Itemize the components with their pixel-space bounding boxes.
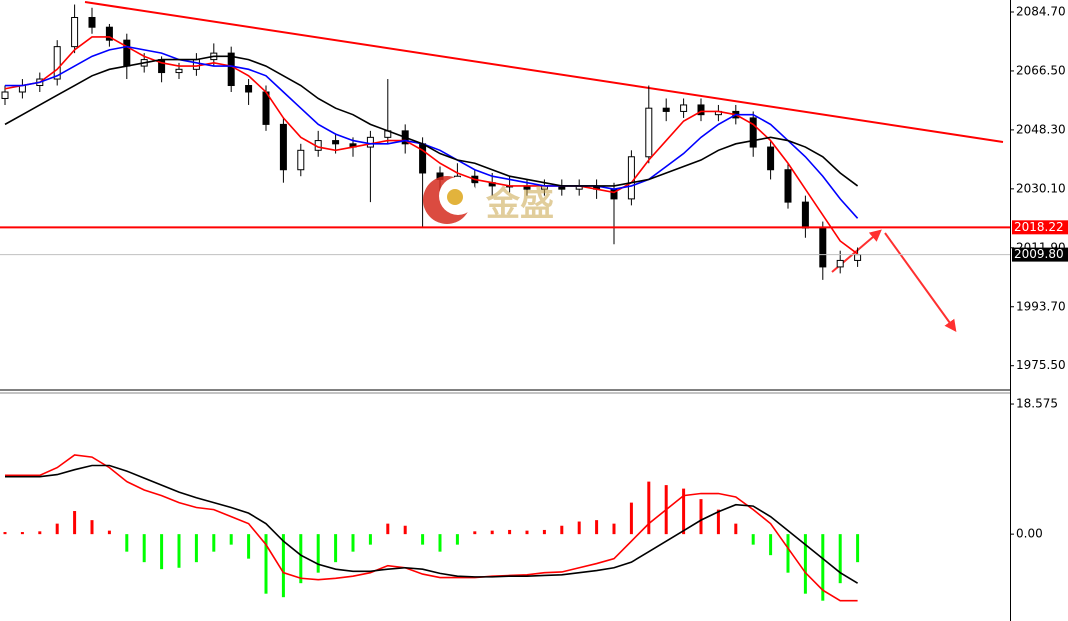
- histogram-bar: [629, 502, 633, 535]
- arrow: [884, 232, 957, 332]
- histogram-bar: [751, 534, 755, 545]
- candle-body: [854, 254, 862, 261]
- histogram-bar: [734, 523, 738, 535]
- line: [4, 36, 859, 255]
- trend-line: [84, 1, 1004, 143]
- histogram-bar: [438, 534, 442, 552]
- histogram-bar: [38, 531, 42, 535]
- histogram-bar: [177, 534, 181, 568]
- histogram-bar: [803, 534, 807, 594]
- histogram-bar: [647, 481, 651, 535]
- y-tick-label: 2048.30: [1016, 122, 1066, 136]
- candle-body: [262, 91, 270, 125]
- line: [5, 45, 859, 219]
- y-tick-label: 1993.70: [1016, 299, 1066, 313]
- candle-body: [175, 68, 183, 74]
- histogram-bar: [351, 534, 355, 552]
- histogram-bar: [699, 499, 703, 535]
- candle-body: [297, 149, 305, 171]
- histogram-bar: [316, 534, 320, 573]
- histogram-bar: [838, 534, 842, 584]
- histogram-bar: [264, 534, 268, 594]
- histogram-bar: [142, 534, 146, 563]
- line: [5, 454, 858, 602]
- price-label-box: [1012, 220, 1068, 235]
- histogram-bar: [247, 534, 251, 559]
- histogram-bar: [716, 509, 720, 535]
- histogram-bar: [194, 534, 198, 563]
- histogram-bar: [125, 534, 129, 552]
- candle-body: [419, 143, 427, 174]
- histogram-bar: [281, 534, 285, 598]
- histogram-bar: [525, 530, 529, 535]
- y-tick-label: 1975.50: [1016, 358, 1066, 372]
- histogram-bar: [229, 534, 233, 545]
- histogram-bar: [386, 523, 390, 535]
- candle-body: [88, 16, 96, 28]
- candle-body: [662, 107, 670, 112]
- y-tick-label: 0.00: [1016, 527, 1043, 541]
- histogram-bar: [73, 511, 77, 535]
- y-tick-label: 2030.10: [1016, 181, 1066, 195]
- candle-body: [836, 259, 844, 268]
- candle-body: [71, 16, 79, 48]
- histogram-bar: [20, 532, 24, 535]
- histogram-bar: [299, 534, 303, 584]
- histogram-bar: [856, 534, 860, 563]
- histogram-bar: [473, 531, 477, 535]
- price-label: 2018.22: [1014, 220, 1064, 234]
- histogram-bar: [682, 488, 686, 535]
- candle-body: [801, 201, 809, 229]
- price-label: 2009.80: [1014, 247, 1064, 261]
- histogram-bar: [107, 530, 111, 535]
- candle-body: [680, 104, 688, 112]
- histogram-bar: [368, 534, 372, 545]
- histogram-bar: [90, 520, 94, 535]
- histogram-bar: [334, 534, 338, 563]
- watermark: 金盛: [423, 176, 554, 225]
- line: [5, 464, 859, 584]
- candle-body: [123, 39, 131, 67]
- histogram-bar: [55, 523, 59, 535]
- candle-body: [366, 136, 374, 148]
- candle-body: [627, 156, 635, 200]
- histogram-bar: [455, 534, 459, 545]
- histogram-bar: [560, 525, 564, 535]
- candle-body: [819, 227, 827, 268]
- histogram-bar: [821, 534, 825, 601]
- price-label-box: [1012, 247, 1068, 262]
- histogram-bar: [421, 534, 425, 545]
- histogram-bar: [786, 534, 790, 573]
- histogram-bar: [508, 529, 512, 535]
- histogram-bar: [490, 530, 494, 535]
- candle-body: [784, 169, 792, 203]
- line: [4, 55, 859, 187]
- candle-body: [105, 26, 113, 41]
- histogram-bar: [595, 520, 599, 535]
- candle-body: [749, 117, 757, 148]
- candle-body: [279, 123, 287, 171]
- histogram-bar: [212, 534, 216, 552]
- histogram-bar: [403, 525, 407, 535]
- candle-body: [697, 104, 705, 116]
- y-tick-label: 2066.50: [1016, 63, 1066, 77]
- y-tick-label: 2084.70: [1016, 4, 1066, 18]
- candle-body: [767, 146, 775, 171]
- histogram-bar: [769, 534, 773, 556]
- histogram-bar: [3, 532, 7, 535]
- watermark-text: 金盛: [485, 185, 554, 225]
- candle-body: [245, 85, 253, 93]
- y-tick-label: 18.575: [1016, 397, 1058, 411]
- histogram-bar: [577, 521, 581, 535]
- candle-body: [1, 91, 9, 99]
- candle-body: [53, 46, 61, 80]
- candle-body: [645, 107, 653, 158]
- histogram-bar: [612, 523, 616, 535]
- histogram-bar: [160, 534, 164, 570]
- candle-body: [227, 52, 235, 87]
- histogram-bar: [542, 529, 546, 535]
- candle-body: [192, 59, 200, 70]
- candle-body: [332, 140, 340, 145]
